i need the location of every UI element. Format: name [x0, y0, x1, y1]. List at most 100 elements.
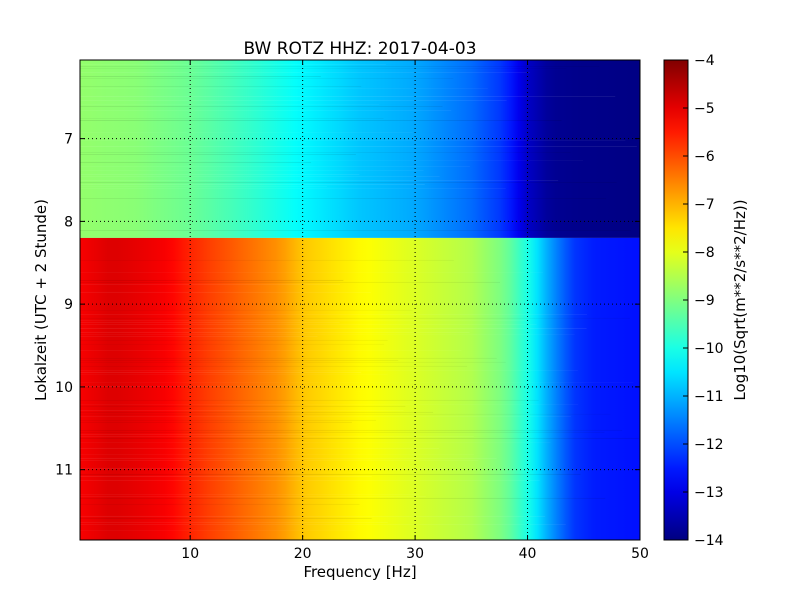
heatmap-streak: [80, 399, 539, 401]
y-tick-label: 8: [64, 214, 73, 230]
heatmap-streak: [80, 411, 434, 413]
heatmap-streak: [80, 473, 581, 475]
heatmap-streak: [80, 335, 318, 337]
heatmap-streak: [80, 435, 474, 437]
colorbar-tick-label: −13: [694, 485, 724, 501]
heatmap-streak: [80, 521, 388, 523]
heatmap-streak: [80, 495, 426, 497]
heatmap-streak: [80, 154, 356, 155]
heatmap-streak: [80, 359, 399, 361]
heatmap-streak: [80, 162, 312, 163]
heatmap-streak: [80, 259, 454, 261]
y-tick-label: 11: [55, 463, 73, 479]
heatmap-streak: [80, 88, 488, 89]
heatmap-streak: [80, 459, 479, 461]
colorbar-tick-label: −14: [694, 533, 724, 549]
chart-title: BW ROTZ HHZ: 2017-04-03: [243, 39, 476, 59]
x-tick-label: 20: [294, 546, 312, 562]
heatmap-streak: [80, 182, 617, 183]
heatmap-streak: [80, 166, 470, 167]
heatmap-streak: [80, 174, 360, 175]
heatmap-streak: [80, 184, 425, 185]
heatmap-streak: [80, 382, 633, 383]
heatmap-streak: [80, 357, 497, 359]
heatmap-streak: [80, 188, 506, 189]
colorbar-tick-label: −5: [694, 101, 715, 117]
heatmap-streak: [80, 106, 443, 107]
heatmap-streak: [80, 64, 386, 65]
heatmap-streak: [80, 180, 559, 181]
heatmap-streak: [80, 186, 327, 187]
colorbar-tick-label: −12: [694, 437, 724, 453]
heatmap-streak: [80, 475, 372, 477]
colorbar: [663, 59, 689, 541]
heatmap-streak: [80, 431, 605, 433]
heatmap-streak: [80, 283, 340, 285]
heatmap-streak: [80, 419, 377, 421]
heatmap-streak: [80, 86, 362, 87]
heatmap-streak: [80, 467, 446, 469]
heatmap-streak: [80, 497, 606, 499]
y-tick-label: 10: [55, 380, 73, 396]
colorbar-tick-label: −7: [694, 197, 715, 213]
heatmap-streak: [80, 523, 566, 525]
heatmap-streak: [80, 503, 360, 505]
heatmap-streak: [80, 414, 610, 415]
heatmap-streak: [80, 68, 567, 69]
y-tick-label: 9: [64, 297, 73, 313]
heatmap-streak: [80, 321, 340, 323]
heatmap-streak: [80, 371, 362, 373]
heatmap-streak: [80, 421, 352, 423]
colorbar-tick-label: −4: [694, 53, 715, 69]
x-axis-label: Frequency [Hz]: [303, 563, 416, 581]
heatmap-streak: [80, 118, 384, 119]
heatmap-streak: [80, 279, 344, 281]
heatmap-block: [80, 237, 640, 540]
heatmap-streak: [80, 331, 470, 333]
colorbar-tick-label: −9: [694, 293, 715, 309]
heatmap-streak: [80, 365, 468, 367]
heatmap-streak: [80, 140, 626, 141]
heatmap-streak: [80, 447, 440, 449]
heatmap-streak: [80, 319, 527, 321]
y-tick-label: 7: [64, 132, 73, 148]
heatmap-streak: [80, 146, 637, 147]
heatmap-block: [80, 60, 640, 238]
heatmap-streak: [80, 334, 575, 335]
colorbar-tick-label: −8: [694, 245, 715, 261]
colorbar-ticks: −4 −5 −6 −7 −8 −9 −10 −11 −12 −13 −14: [683, 53, 724, 549]
heatmap-streak: [80, 230, 631, 231]
heatmap-streak: [80, 433, 308, 435]
heatmap-streak: [80, 362, 506, 363]
grid-lines: [80, 60, 640, 540]
heatmap-streak: [80, 291, 371, 293]
heatmap-streak: [80, 66, 600, 67]
heatmap-streak: [80, 437, 639, 439]
y-axis-label: Lokalzeit (UTC + 2 Stunde): [32, 199, 50, 401]
colorbar-tick-label: −6: [694, 149, 715, 165]
heatmap-streak: [80, 515, 546, 517]
heatmap-streak: [80, 327, 587, 329]
heatmap-streak: [80, 132, 413, 133]
heatmap-streak: [80, 160, 583, 161]
x-axis-ticks: 10 20 30 40 50: [181, 60, 649, 562]
x-tick-label: 30: [406, 546, 424, 562]
heatmap-streak: [80, 349, 462, 351]
heatmap-streak: [80, 344, 384, 345]
heatmap-streak: [80, 530, 355, 531]
heatmap-streak: [80, 76, 321, 77]
heatmap-streak: [80, 429, 623, 431]
plot-frame: [79, 59, 641, 541]
heatmap-streak: [80, 442, 551, 443]
heatmap-streak: [80, 457, 497, 459]
heatmap-streak: [80, 340, 388, 341]
heatmap-streak: [80, 310, 412, 311]
heatmap-streak: [80, 454, 474, 455]
x-tick-label: 40: [519, 546, 537, 562]
heatmap-streak: [80, 409, 404, 411]
heatmap-streak: [80, 479, 540, 481]
heatmap-streak: [80, 176, 440, 177]
heatmap-streak: [80, 374, 388, 375]
heatmap-streak: [80, 415, 571, 417]
